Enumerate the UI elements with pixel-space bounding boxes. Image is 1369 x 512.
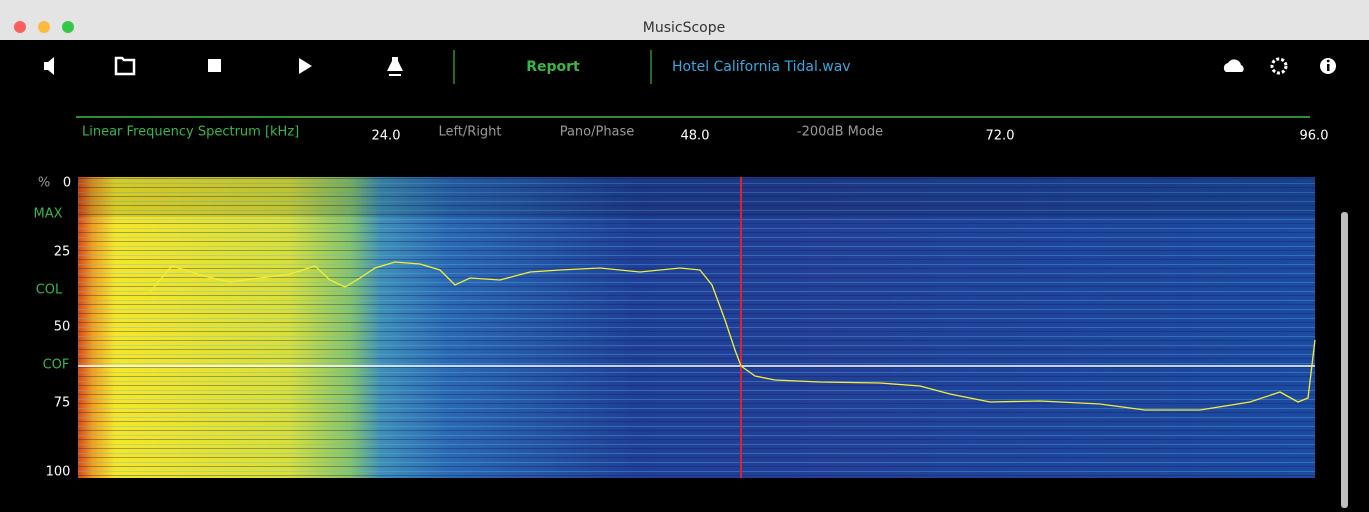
open-button[interactable] (116, 58, 134, 74)
minimize-button[interactable] (38, 21, 50, 33)
y-label: COF (43, 358, 70, 373)
header-label: 72.0 (986, 129, 1015, 144)
y-label: % (38, 176, 50, 191)
y-label: 25 (54, 245, 71, 260)
header-label: -200dB Mode (797, 125, 883, 140)
close-button[interactable] (14, 21, 26, 33)
info-glyph (1327, 64, 1330, 71)
y-label: 75 (54, 396, 71, 411)
info-glyph (1327, 60, 1330, 63)
y-label: 50 (54, 320, 71, 335)
header-label: 48.0 (681, 129, 710, 144)
report-button[interactable]: Report (526, 59, 580, 75)
zoom-button[interactable] (62, 21, 74, 33)
spectrogram-texture (78, 177, 1315, 478)
scrollbar[interactable] (1341, 212, 1348, 508)
settings-button[interactable] (1272, 59, 1286, 73)
spectrogram-shade (78, 177, 1315, 217)
header-label: 24.0 (372, 129, 401, 144)
stop-button[interactable] (208, 59, 221, 72)
window-title: MusicScope (643, 20, 725, 36)
y-label: 100 (46, 465, 71, 480)
play-button[interactable] (299, 58, 312, 74)
spectrum-title: Linear Frequency Spectrum [kHz] (82, 125, 299, 140)
file-name: Hotel California Tidal.wav (672, 59, 851, 75)
y-label: 0 (63, 176, 71, 191)
volume-button[interactable] (44, 57, 54, 75)
app-window: MusicScope Report Hotel California Tidal… (0, 0, 1369, 508)
header-label: Left/Right (438, 125, 501, 140)
analyze-button[interactable] (387, 57, 403, 76)
y-label: MAX (33, 207, 62, 222)
header-label: 96.0 (1300, 129, 1329, 144)
header-labels: 24.0 Left/Right Pano/Phase 48.0 -200dB Mode 7… (372, 125, 1329, 144)
cloud-button[interactable] (1224, 59, 1244, 72)
header-label: Pano/Phase (560, 125, 635, 140)
page: {"header": {"title": "MusicScope"}, "too… (0, 0, 1369, 508)
y-labels: % 0 MAX 25 COL 50 COF 75 100 (33, 176, 71, 480)
y-label: COL (36, 283, 63, 298)
